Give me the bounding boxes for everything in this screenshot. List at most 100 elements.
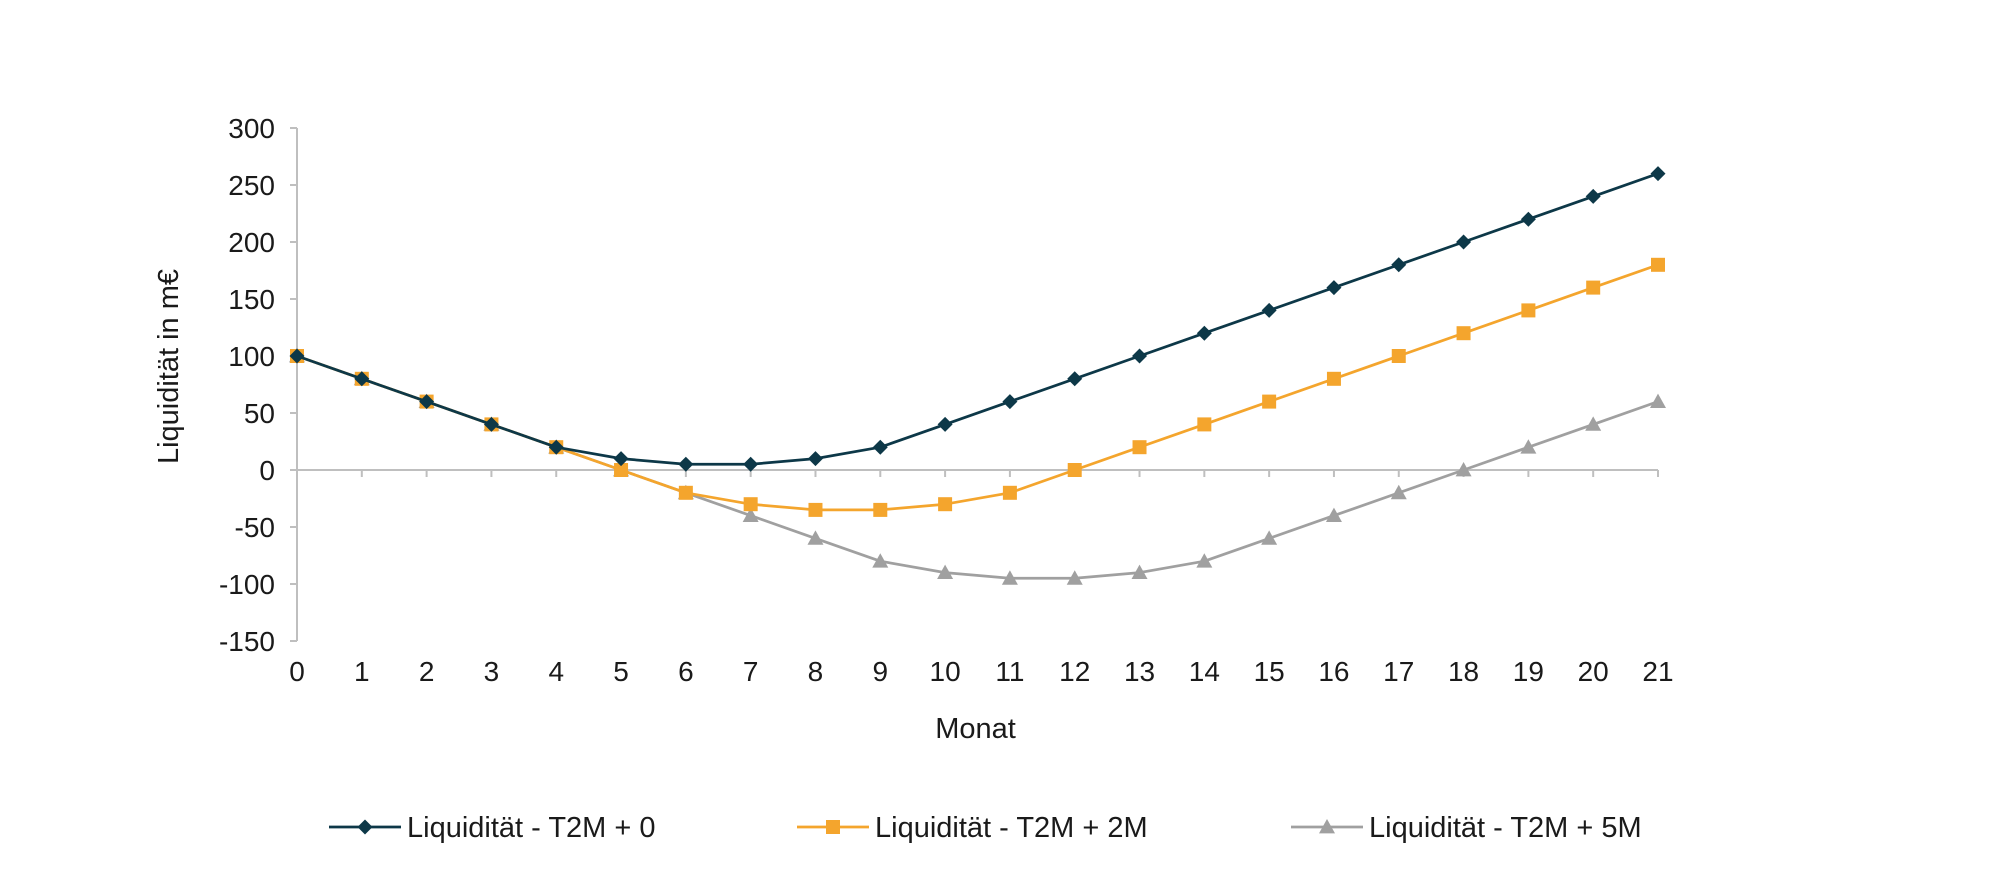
data-point [938,497,953,512]
x-tick-label: 4 [548,656,564,687]
data-point [1067,371,1083,387]
data-point [1326,280,1342,296]
data-point [1325,507,1342,522]
data-point [1002,485,1017,500]
y-axis-title: Liquidität in m€ [153,269,185,464]
data-point [1326,371,1341,386]
data-point [1002,394,1018,410]
data-point [937,416,953,432]
x-tick-label: 19 [1513,656,1544,687]
data-point [1456,234,1472,250]
x-tick-label: 17 [1383,656,1414,687]
series-2 [290,257,1665,517]
legend-marker [357,819,373,835]
data-point [1390,484,1407,500]
x-tick-label: 14 [1189,656,1220,687]
data-point [743,456,759,472]
data-point [548,439,564,455]
data-point [872,439,888,455]
x-tick-label: 7 [743,656,759,687]
legend-item-2: Liquidität - T2M + 2M [797,812,1148,844]
data-point [483,416,499,432]
x-tick-label: 9 [872,656,888,687]
data-point [1196,553,1213,568]
data-point [354,371,370,387]
data-point [1520,439,1537,454]
y-tick-label: 150 [228,284,275,315]
y-tick-label: 300 [228,113,275,144]
legend-item-1: Liquidität - T2M + 0 [329,812,656,844]
data-point [1456,326,1471,341]
legend-label: Liquidität - T2M + 5M [1369,812,1642,844]
legend-label: Liquidität - T2M + 2M [875,812,1148,844]
data-point [678,456,694,472]
x-tick-label: 12 [1059,656,1090,687]
data-point [1520,211,1536,227]
data-point [1197,417,1212,432]
data-point [1196,325,1212,341]
x-tick-label: 13 [1124,656,1155,687]
y-tick-label: 0 [259,455,275,486]
x-tick-label: 3 [484,656,500,687]
data-point [613,451,629,467]
data-point [1585,188,1601,204]
data-point [1391,349,1406,363]
data-point [937,564,954,579]
legend-marker [826,820,840,834]
series-3 [289,348,1666,585]
y-tick-label: 250 [228,170,275,201]
data-point [289,348,305,364]
x-tick-label: 15 [1254,656,1285,687]
data-point [614,463,629,477]
x-tick-label: 16 [1318,656,1349,687]
data-point [1651,257,1665,272]
data-point [1067,463,1082,477]
data-point [742,507,759,522]
series-line [296,354,1659,580]
data-point [873,502,888,517]
data-point [1066,570,1083,585]
legend-label: Liquidität - T2M + 0 [407,812,656,844]
data-point [678,485,693,500]
data-point [1586,280,1601,295]
y-tick-label: -50 [235,512,275,543]
x-tick-label: 5 [613,656,629,687]
data-point [1585,416,1602,431]
data-point [1391,257,1407,273]
data-point [1131,564,1148,579]
x-tick-label: 8 [808,656,824,687]
y-tick-label: 100 [228,341,275,372]
data-point [808,502,823,517]
y-tick-label: 200 [228,227,275,258]
data-point [1132,348,1148,364]
x-tick-label: 21 [1642,656,1673,687]
data-point [1001,570,1018,585]
data-point [1521,303,1536,318]
data-point [807,530,824,545]
x-tick-label: 20 [1578,656,1609,687]
legend-marker [1319,819,1335,834]
y-tick-label: -150 [219,626,275,657]
series-1 [289,166,1666,472]
x-tick-label: 18 [1448,656,1479,687]
data-point [1650,166,1666,182]
data-point [807,451,823,467]
legend-item-3: Liquidität - T2M + 5M [1291,812,1642,844]
y-tick-label: 50 [244,398,275,429]
series-line [296,172,1659,466]
data-point [872,553,889,568]
data-point [419,394,435,410]
data-point [1132,440,1147,455]
data-point [1455,462,1472,477]
data-point [1650,393,1666,408]
x-axis-title: Monat [935,713,1016,745]
x-tick-label: 10 [930,656,961,687]
x-tick-label: 0 [289,656,305,687]
data-point [1262,394,1277,409]
x-tick-label: 6 [678,656,694,687]
data-point [1261,530,1278,545]
x-tick-label: 11 [995,656,1024,687]
x-tick-label: 2 [419,656,435,687]
